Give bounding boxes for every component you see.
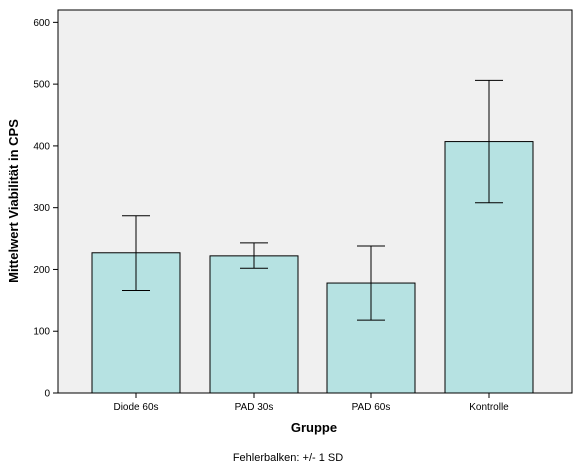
x-tick-label: Diode 60s [113,402,158,413]
y-tick-label: 400 [33,141,50,152]
x-axis-title: Gruppe [291,420,337,435]
y-tick-label: 300 [33,203,50,214]
y-axis: 0 100 200 300 400 500 600 [33,18,58,400]
y-tick-label: 200 [33,265,50,276]
y-tick-label: 0 [44,389,50,400]
y-tick-label: 100 [33,327,50,338]
y-tick-label: 600 [33,18,50,29]
error-bar-footnote: Fehlerbalken: +/- 1 SD [233,452,343,464]
x-tick-label: Kontrolle [469,402,509,413]
x-tick-label: PAD 30s [235,402,274,413]
y-tick-label: 500 [33,80,50,91]
y-axis-title: Mittelwert Viabilität in CPS [6,119,21,283]
x-axis: Diode 60s PAD 30s PAD 60s Kontrolle [113,393,509,413]
bar [209,255,299,394]
error-bars [122,79,503,321]
x-tick-label: PAD 60s [352,402,391,413]
